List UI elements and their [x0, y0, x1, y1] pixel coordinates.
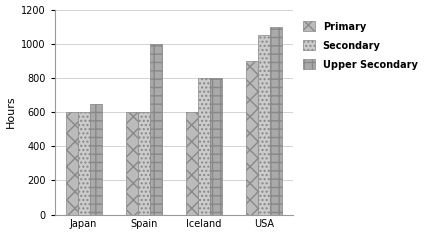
Bar [138, 112, 150, 215]
Bar [186, 112, 198, 215]
Legend: Primary, Secondary, Upper Secondary: Primary, Secondary, Upper Secondary [299, 19, 420, 73]
Bar [258, 35, 270, 215]
Bar [89, 104, 101, 215]
Bar [198, 78, 210, 215]
Bar [210, 78, 222, 215]
Y-axis label: Hours: Hours [6, 96, 15, 128]
Bar [78, 112, 89, 215]
Bar [246, 61, 258, 215]
Bar [126, 112, 138, 215]
Bar [150, 44, 161, 215]
Bar [270, 27, 282, 215]
Bar [66, 112, 78, 215]
